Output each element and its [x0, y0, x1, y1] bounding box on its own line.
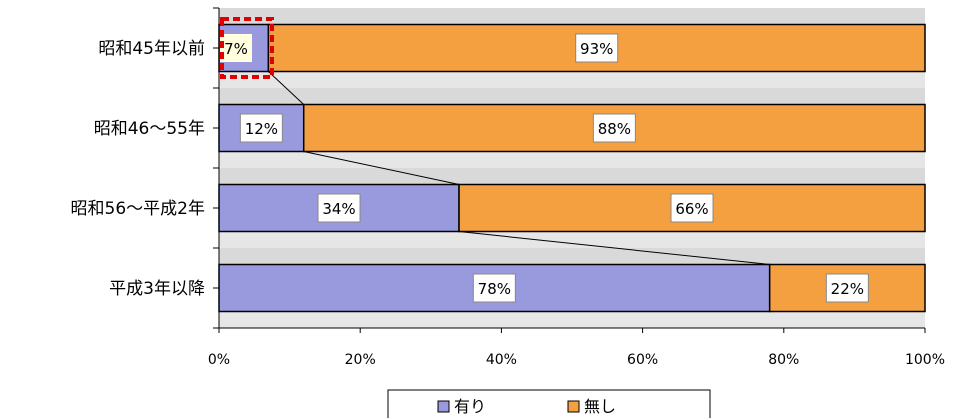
highlight-dashed-box [220, 17, 274, 79]
legend-box [387, 389, 711, 418]
x-tick-label: 20% [345, 352, 376, 368]
data-label-box [592, 113, 636, 143]
category-label: 昭和56～平成2年 [71, 199, 205, 219]
series-lines [268, 71, 770, 265]
data-label-box [825, 273, 869, 303]
legend-label-nashi: 無し [584, 397, 616, 416]
data-label-box [670, 193, 714, 223]
data-label-box [472, 273, 516, 303]
series-line-2 [458, 231, 770, 265]
data-label: 78% [478, 280, 511, 298]
data-label: 22% [831, 280, 864, 298]
data-label-box [239, 113, 283, 143]
category-label: 昭和45年以前 [98, 39, 205, 59]
legend-label-ari: 有り [454, 397, 486, 416]
legend-swatch-nashi [567, 400, 580, 413]
data-label: 12% [245, 120, 278, 138]
data-label: 34% [322, 200, 355, 218]
category-label: 昭和46～55年 [94, 119, 205, 139]
category-label: 平成3年以降 [109, 279, 205, 299]
data-label: 7% [224, 40, 248, 58]
data-label-box [575, 33, 619, 63]
x-tick-label: 100% [905, 352, 945, 368]
data-label: 66% [675, 200, 708, 218]
legend-swatch-ari [437, 400, 450, 413]
x-tick-label: 0% [208, 352, 230, 368]
data-labels: 7% 93% 12% 88% 34% 66% 78% 22% [220, 33, 869, 303]
data-label-box [317, 193, 361, 223]
axes [213, 7, 926, 333]
series-line-1 [303, 151, 460, 185]
x-tick-label: 60% [627, 352, 658, 368]
data-label: 93% [580, 40, 613, 58]
x-tick-labels: 0% 20% 40% 60% 80% 100% [208, 352, 945, 368]
x-tick-label: 40% [486, 352, 517, 368]
highlight-box [220, 17, 274, 79]
series-line-0 [268, 71, 305, 105]
legend: 有り 無し [387, 389, 711, 418]
data-label: 88% [598, 120, 631, 138]
data-label-box [220, 34, 252, 62]
bar-ari-3 [218, 263, 771, 313]
x-tick-label: 80% [768, 352, 799, 368]
